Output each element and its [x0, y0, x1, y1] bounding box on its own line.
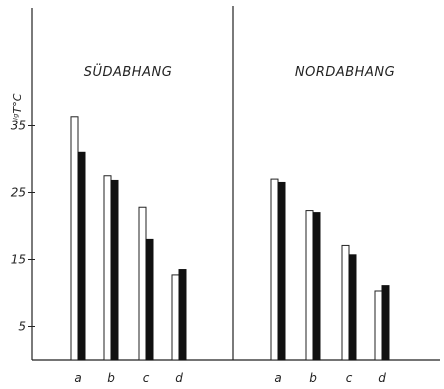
y-axis-title: ᴵᵍT°C	[11, 93, 24, 120]
y-tick-label: 5	[18, 320, 26, 334]
panel-title: NORDABHANG	[295, 65, 395, 80]
bar-open	[103, 175, 112, 361]
bar-open	[270, 178, 279, 361]
bar-open	[138, 206, 147, 361]
bar-filled	[277, 181, 286, 361]
x-category-label: b	[107, 371, 115, 385]
bar-filled	[381, 285, 390, 361]
x-category-label: c	[143, 371, 150, 385]
bar-open	[171, 274, 180, 361]
bar-filled	[348, 254, 357, 361]
bar-open	[341, 244, 350, 361]
x-category-label: b	[309, 371, 317, 385]
x-category-label: d	[175, 371, 183, 385]
y-tick-label: 25	[11, 186, 26, 200]
x-category-label: c	[346, 371, 353, 385]
panel-title: SÜDABHANG	[84, 63, 173, 80]
bar-filled	[77, 151, 86, 361]
bar-filled	[145, 238, 154, 361]
x-category-label: a	[74, 371, 81, 385]
x-category-label: a	[274, 371, 281, 385]
y-tick-label: 35	[11, 119, 26, 133]
bar-open	[305, 210, 314, 361]
y-tick-label: 15	[11, 253, 26, 267]
bar-open	[70, 116, 79, 361]
bar-filled	[312, 212, 321, 361]
bar-filled	[178, 269, 187, 361]
x-category-label: d	[378, 371, 386, 385]
bar-open	[374, 290, 383, 361]
bar-filled	[110, 179, 119, 361]
